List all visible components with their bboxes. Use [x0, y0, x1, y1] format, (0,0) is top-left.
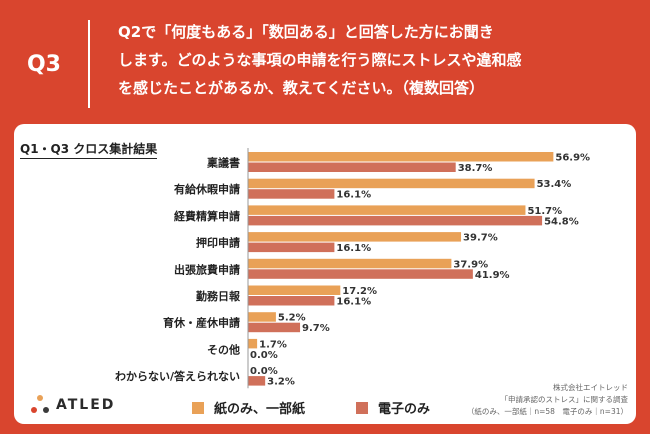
- legend-item-paper: 紙のみ、一部紙: [192, 398, 305, 417]
- header-divider: [88, 20, 90, 108]
- logo-text: ATLED: [56, 397, 116, 413]
- data-label: 16.1%: [336, 297, 371, 308]
- company-logo: ATLED: [30, 394, 115, 416]
- credit-line: 「申請承認のストレス」に関する調査: [500, 395, 629, 404]
- data-label: 1.7%: [259, 339, 287, 350]
- bar-paper: [248, 205, 526, 215]
- bar-paper: [248, 152, 554, 162]
- credit-line: （紙のみ、一部紙｜n=58 電子のみ｜n=31）: [466, 407, 628, 416]
- category-label: 勤務日報: [196, 289, 241, 303]
- bar-paper: [248, 312, 276, 322]
- bar-electronic: [248, 296, 335, 306]
- category-label: 押印申請: [196, 236, 240, 250]
- category-label: 育休・産休申請: [163, 316, 240, 330]
- data-label: 56.9%: [555, 153, 590, 164]
- bar-electronic: [248, 189, 335, 199]
- bar-paper: [248, 285, 341, 295]
- bar-electronic: [248, 269, 473, 279]
- legend-label-paper: 紙のみ、一部紙: [214, 402, 306, 417]
- question-line: します。どのような事項の申請を行う際にストレスや違和感: [118, 51, 522, 69]
- data-label: 41.9%: [475, 270, 510, 281]
- data-label: 51.7%: [527, 206, 562, 217]
- chart-title: Q1・Q3 クロス集計結果: [20, 140, 158, 159]
- data-label: 3.2%: [267, 377, 295, 388]
- data-label: 38.7%: [458, 163, 493, 174]
- bar-electronic: [248, 162, 456, 172]
- bar-paper: [248, 178, 535, 189]
- data-label: 17.2%: [342, 286, 377, 297]
- data-label: 37.9%: [453, 259, 488, 270]
- category-label: その他: [207, 342, 240, 356]
- category-label: 稟議書: [206, 156, 240, 170]
- category-label: 経費精算申請: [174, 209, 240, 223]
- data-label: 16.1%: [336, 190, 371, 201]
- legend-swatch-electronic: [356, 401, 368, 414]
- bar-paper: [248, 258, 452, 269]
- data-label: 5.2%: [278, 313, 306, 324]
- category-label: 有給休暇申請: [174, 182, 240, 196]
- legend-label-electronic: 電子のみ: [378, 402, 431, 417]
- bar-paper: [248, 232, 462, 242]
- bar-electronic: [248, 376, 266, 386]
- question-number: Q3: [26, 51, 61, 77]
- question-line: を感じたことがあるか、教えてください。（複数回答）: [118, 79, 485, 97]
- question-text: Q2で「何度もある」「数回ある」と回答した方にお聞き します。どのような事項の申…: [118, 18, 638, 102]
- data-label: 0.0%: [250, 366, 278, 377]
- survey-credit: 株式会社エイトレッド 「申請承認のストレス」に関する調査 （紙のみ、一部紙｜n=…: [467, 382, 628, 418]
- data-label: 54.8%: [544, 216, 579, 227]
- credit-line: 株式会社エイトレッド: [553, 383, 628, 392]
- bar-electronic: [248, 242, 335, 253]
- atled-logo-icon: [31, 395, 49, 413]
- data-label: 39.7%: [463, 233, 498, 244]
- data-label: 9.7%: [302, 323, 330, 334]
- data-label: 0.0%: [250, 350, 278, 361]
- bar-paper: [248, 338, 258, 349]
- question-line: Q2で「何度もある」「数回ある」と回答した方にお聞き: [118, 23, 494, 41]
- category-label: わからない/答えられない: [115, 369, 240, 383]
- data-label: 53.4%: [537, 179, 572, 190]
- category-label: 出張旅費申請: [174, 262, 240, 276]
- legend-item-electronic: 電子のみ: [356, 398, 430, 417]
- data-label: 16.1%: [336, 243, 371, 254]
- bar-electronic: [248, 322, 301, 333]
- bar-electronic: [248, 215, 543, 226]
- legend-swatch-paper: [192, 401, 204, 414]
